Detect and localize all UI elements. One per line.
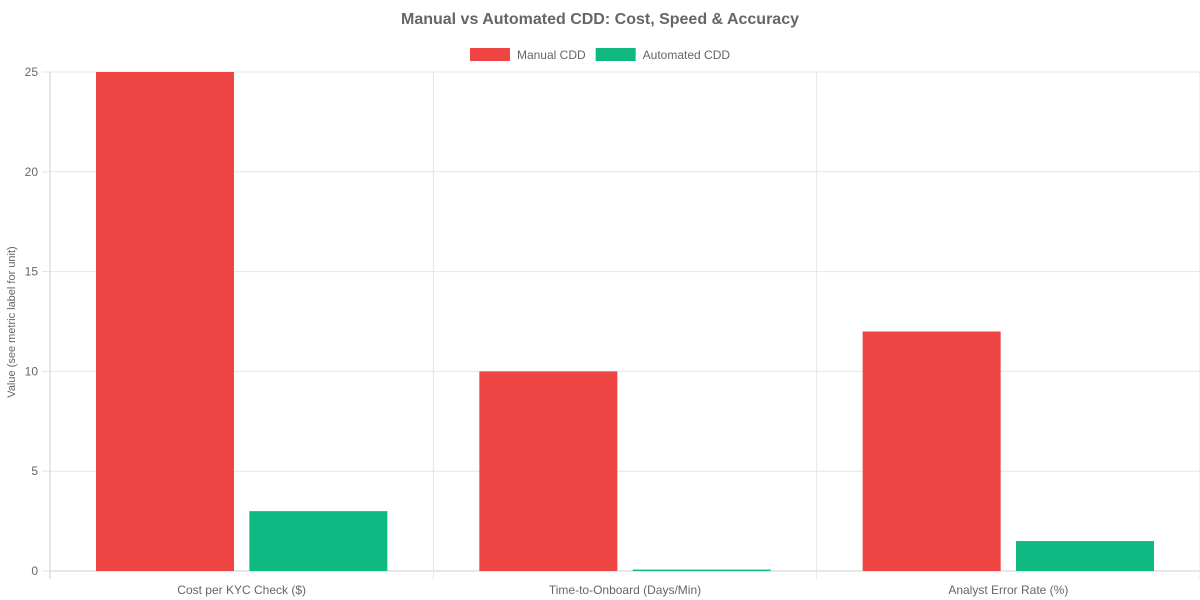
legend-item-manual[interactable]: Manual CDD bbox=[469, 48, 586, 62]
x-category-label: Time-to-Onboard (Days/Min) bbox=[549, 583, 701, 597]
legend-item-automated[interactable]: Automated CDD bbox=[595, 48, 731, 62]
y-tick-label: 0 bbox=[31, 564, 38, 578]
y-tick-label: 15 bbox=[25, 265, 39, 279]
bar-manual-1[interactable] bbox=[479, 371, 618, 571]
bar-manual-0[interactable] bbox=[96, 72, 234, 571]
legend: Manual CDD Automated CDD bbox=[469, 48, 731, 62]
legend-label: Automated CDD bbox=[643, 48, 731, 62]
y-tick-label: 5 bbox=[31, 464, 38, 478]
bar-manual-2[interactable] bbox=[862, 331, 1001, 571]
x-category-label: Analyst Error Rate (%) bbox=[948, 583, 1068, 597]
x-category-label: Cost per KYC Check ($) bbox=[177, 583, 306, 597]
legend-label: Manual CDD bbox=[517, 48, 586, 62]
y-axis-title: Value (see metric label for unit) bbox=[6, 246, 18, 397]
y-tick-label: 20 bbox=[25, 165, 39, 179]
gridlines bbox=[42, 71, 1200, 579]
bar-automated-0[interactable] bbox=[249, 511, 388, 571]
chart-title: Manual vs Automated CDD: Cost, Speed & A… bbox=[401, 11, 799, 28]
legend-swatch bbox=[469, 48, 510, 61]
bars bbox=[96, 72, 1154, 571]
bar-automated-2[interactable] bbox=[1016, 541, 1154, 571]
x-axis-labels: Cost per KYC Check ($) Time-to-Onboard (D… bbox=[177, 583, 1068, 597]
y-tick-label: 10 bbox=[25, 364, 39, 378]
y-tick-label: 25 bbox=[25, 65, 39, 79]
legend-swatch bbox=[595, 48, 636, 61]
bar-automated-1[interactable] bbox=[632, 569, 771, 571]
y-axis-ticks: 0 5 10 15 20 25 bbox=[25, 65, 39, 578]
